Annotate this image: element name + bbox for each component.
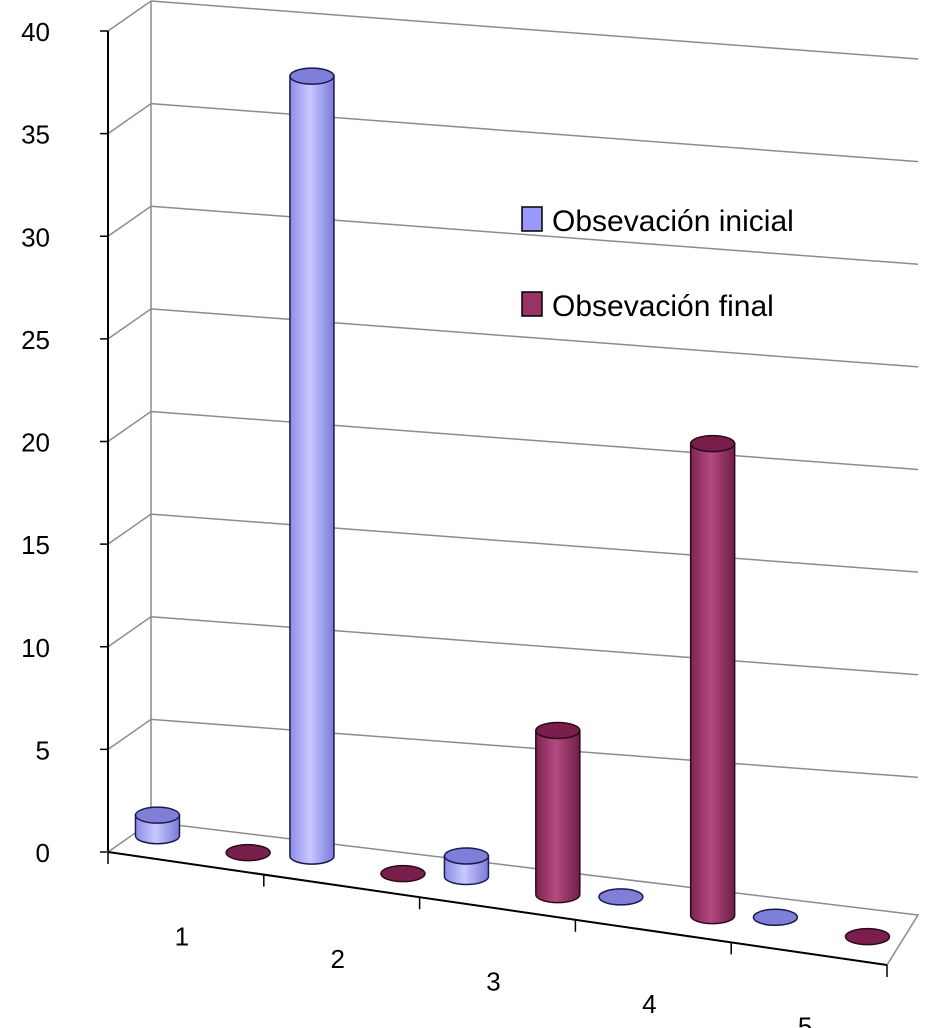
legend: Obsevación inicial Obsevación final (521, 205, 794, 323)
bar-top (134, 806, 181, 824)
bar-final-3 (535, 721, 581, 904)
gridline-side (107, 718, 152, 750)
bar-body (535, 729, 581, 904)
bar-body (689, 442, 736, 925)
bar-top (225, 843, 271, 862)
x-axis (107, 851, 888, 966)
gridline (150, 205, 919, 265)
gridline (150, 0, 919, 60)
gridline-side (107, 410, 152, 443)
x-tick-label: 4 (642, 989, 656, 1019)
y-tick-label: 25 (21, 325, 50, 355)
bar-inicial-2 (289, 67, 335, 865)
floor (106, 821, 920, 966)
bar-final-5 (844, 927, 891, 946)
bar-top (443, 847, 490, 865)
bar-top (844, 927, 891, 946)
bar-inicial-3 (443, 847, 490, 886)
gridline (150, 410, 919, 471)
gridline-side (107, 616, 152, 648)
x-tick-label: 2 (330, 944, 344, 974)
gridline-side (107, 205, 152, 237)
bar-top (598, 888, 644, 906)
y-tick-label: 20 (21, 428, 50, 458)
bar-final-1 (225, 843, 271, 862)
x-tick-label: 5 (798, 1012, 812, 1028)
bar-top (689, 434, 736, 453)
legend-swatch-series-0 (521, 206, 543, 232)
bar-final-4 (689, 434, 736, 925)
y-tick-label: 15 (21, 530, 50, 560)
legend-label-series-0: Obsevación inicial (552, 205, 794, 238)
y-tick-label: 30 (21, 222, 50, 252)
legend-label-series-1: Obsevación final (552, 290, 774, 323)
bar-inicial-5 (752, 908, 799, 927)
gridline (150, 718, 919, 779)
legend-swatch-series-1 (521, 291, 543, 317)
bar-top (752, 908, 799, 927)
bar-body (289, 75, 335, 865)
x-tick-label: 1 (175, 921, 189, 951)
gridline-side (107, 308, 152, 340)
y-tick-label: 35 (21, 120, 50, 150)
bar-inicial-1 (134, 806, 181, 845)
y-tick-label: 5 (36, 735, 50, 765)
y-tick-label: 0 (36, 838, 50, 868)
axes (100, 1, 920, 977)
x-tick-label: 3 (486, 967, 500, 997)
gridline-side (107, 103, 152, 135)
bars (134, 67, 891, 946)
bar-top (289, 67, 335, 85)
bar-top (535, 721, 581, 740)
tick-labels: 0 5 10 15 20 25 30 35 40 1 2 3 4 5 (21, 17, 812, 1028)
gridline (150, 102, 919, 163)
gridline-side (107, 513, 152, 545)
y-tick-label: 10 (21, 633, 50, 663)
bar-inicial-4 (598, 888, 644, 906)
gridline (150, 308, 919, 368)
gridline-side (107, 0, 152, 32)
bar-top (380, 864, 426, 883)
bar-final-2 (380, 864, 426, 883)
grid (107, 0, 919, 779)
gridline (150, 616, 919, 676)
gridline (150, 513, 919, 573)
y-tick-label: 40 (21, 17, 50, 47)
